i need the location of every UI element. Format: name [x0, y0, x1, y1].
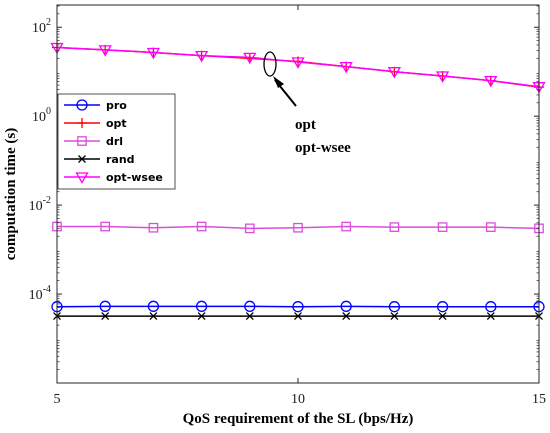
y-axis-title: computation time (s): [3, 128, 19, 260]
data-point-pro: [485, 301, 497, 313]
legend-item-drl: drl: [64, 135, 123, 148]
legend-marker-drl: [77, 136, 87, 146]
data-point-rand: [245, 312, 254, 321]
series-opt-wsee: [50, 42, 546, 94]
legend-marker-opt: [77, 118, 87, 128]
data-point-drl: [341, 221, 352, 232]
data-point-rand: [486, 312, 495, 321]
data-point-opt-wsee: [98, 45, 112, 57]
data-point-pro: [99, 300, 111, 312]
data-point-opt-wsee: [387, 67, 402, 79]
data-point-drl: [196, 221, 207, 232]
data-point-drl: [293, 222, 303, 233]
data-point-drl: [244, 223, 255, 234]
data-point-drl: [389, 222, 400, 232]
data-point-pro: [340, 300, 352, 312]
annotation-arrow-head: [273, 76, 284, 88]
data-point-pro: [436, 301, 449, 313]
series-rand: [53, 312, 543, 321]
legend-item-pro: pro: [64, 99, 127, 112]
legend-marker-rand: [78, 155, 86, 163]
data-point-opt-wsee: [291, 57, 305, 69]
data-point-rand: [101, 312, 110, 321]
data-point-pro: [292, 301, 304, 313]
y-tick-label: 10-2: [29, 195, 51, 214]
data-point-rand: [342, 312, 351, 321]
legend-marker-opt-wsee: [75, 172, 89, 184]
series-drl: [52, 221, 544, 234]
data-point-opt-wsee: [194, 50, 209, 63]
series-line-drl: [57, 225, 540, 230]
legend-item-opt-wsee: opt-wsee: [64, 171, 163, 184]
legend-label-drl: drl: [106, 135, 123, 148]
legend-label-pro: pro: [106, 99, 127, 112]
legend-item-rand: rand: [64, 153, 135, 166]
annotation-line-2: opt-wsee: [295, 140, 351, 156]
data-point-opt-wsee: [339, 61, 353, 74]
series-line-opt-wsee: [56, 46, 540, 88]
data-point-rand: [149, 312, 158, 321]
data-point-drl: [100, 221, 111, 232]
plot-frame: [56, 4, 540, 384]
data-point-pro: [195, 300, 208, 312]
legend-label-opt: opt: [106, 117, 127, 130]
data-point-drl: [437, 222, 448, 232]
data-point-opt-wsee: [435, 71, 450, 83]
x-tick-label: 5: [54, 392, 61, 407]
data-point-opt-wsee: [146, 47, 161, 60]
legend-label-rand: rand: [106, 153, 135, 166]
data-point-drl: [148, 222, 159, 233]
data-point-rand: [390, 312, 399, 321]
x-tick-label: 15: [532, 392, 546, 407]
legend-marker-pro: [76, 99, 88, 111]
data-point-rand: [197, 312, 206, 321]
x-axis-title: QoS requirement of the SL (bps/Hz): [183, 411, 414, 427]
data-point-opt-wsee: [243, 52, 257, 65]
x-tick-label: 10: [291, 392, 305, 407]
data-point-drl: [485, 222, 496, 232]
series-layer: [50, 42, 546, 321]
data-point-opt-wsee: [484, 75, 498, 88]
y-tick-label: 10-4: [29, 284, 51, 303]
annotation-line-1: opt: [295, 117, 316, 133]
data-point-pro: [147, 300, 160, 312]
legend-item-opt: opt: [64, 117, 127, 130]
data-point-rand: [294, 312, 302, 321]
data-point-pro: [388, 301, 401, 313]
annotation: opt opt-wsee: [263, 51, 351, 156]
data-point-rand: [438, 312, 447, 321]
y-tick-label: 102: [32, 17, 51, 36]
y-tick-label: 100: [32, 106, 51, 125]
annotation-ellipse: [263, 51, 277, 77]
data-point-pro: [244, 300, 256, 312]
legend: pro opt drl rand opt-wsee: [57, 93, 176, 190]
legend-label-opt-wsee: opt-wsee: [106, 171, 163, 184]
ticks-layer: 5 10 15 102 100 10-2 10-4: [29, 5, 546, 407]
